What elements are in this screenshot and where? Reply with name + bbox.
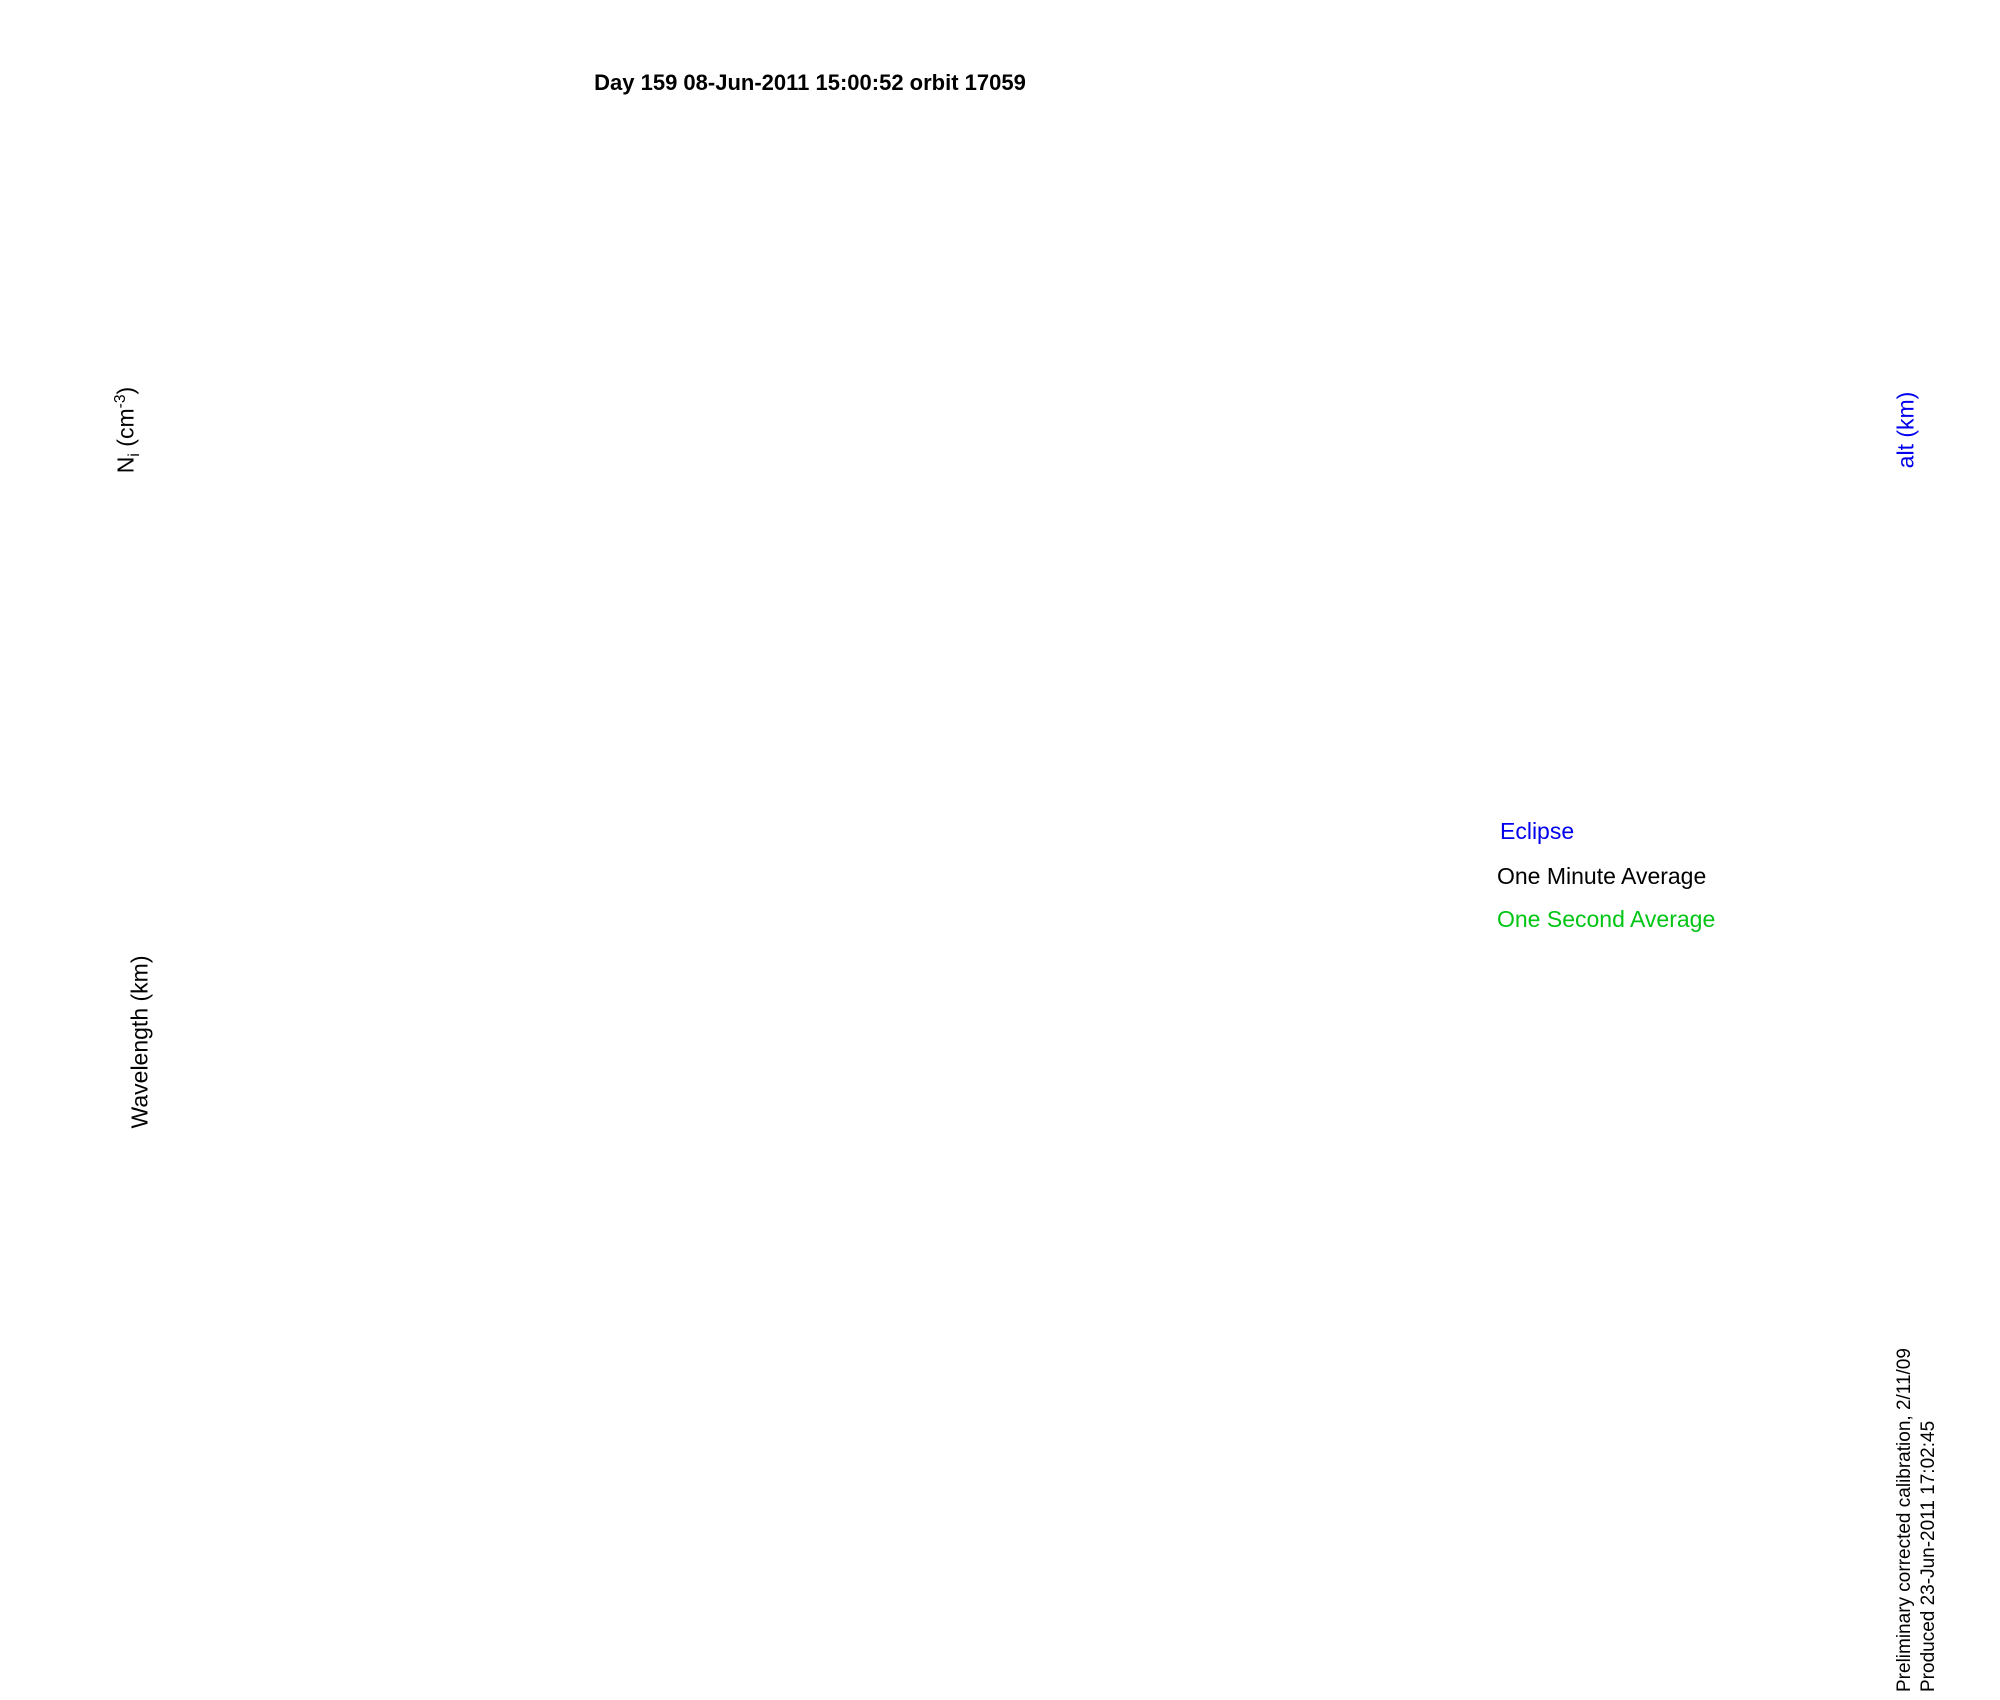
legend-minute-avg-label: One Minute Average: [1497, 863, 1707, 889]
legend-second-avg-label: One Second Average: [1497, 906, 1716, 932]
spectrogram-canvas: [565, 965, 1253, 1120]
page-title: Day 159 08-Jun-2011 15:00:52 orbit 17059: [594, 70, 1026, 95]
ni-axis-label: Ni (cm-3): [111, 386, 144, 474]
footer-produced-note: Produced 23-Jun-2011 17:02:45: [1918, 1420, 1939, 1692]
wavelength-axis-label: Wavelength (km): [126, 955, 153, 1129]
footer-calibration-note: Preliminary corrected calibration, 2/11/…: [1894, 1348, 1915, 1692]
alt-axis-label: alt (km): [1892, 391, 1919, 469]
legend-eclipse-label: Eclipse: [1500, 818, 1575, 844]
